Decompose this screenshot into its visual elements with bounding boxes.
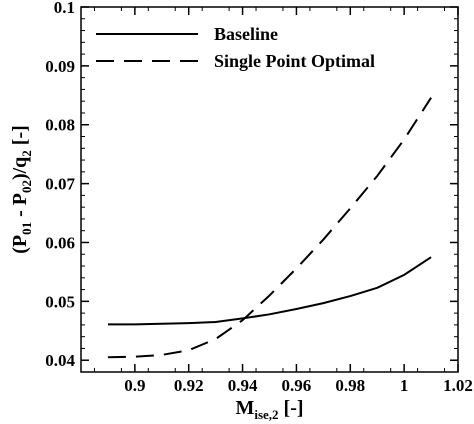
- y-tick-label: 0.07: [45, 175, 75, 194]
- y-tick-label: 0.08: [45, 116, 75, 135]
- x-tick-label: 0.92: [174, 376, 204, 395]
- x-axis-title: Mise,2 [-]: [235, 397, 303, 422]
- x-tick-label: 0.94: [228, 376, 258, 395]
- y-tick-label: 0.09: [45, 57, 75, 76]
- y-tick-label: 0.04: [45, 351, 75, 370]
- legend: Baseline Single Point Optimal: [96, 24, 375, 71]
- x-tick-label: 0.98: [335, 376, 365, 395]
- plot-border: [80, 6, 459, 373]
- legend-label: Baseline: [214, 24, 278, 44]
- plot-frame: [80, 6, 459, 373]
- x-tick-label: 1: [400, 376, 409, 395]
- y-axis-title: (P01 - P02)/q2 [-]: [9, 125, 34, 254]
- x-tick-label: 0.9: [124, 376, 145, 395]
- y-tick-label: 0.05: [45, 292, 75, 311]
- series-line-single-point-optimal: [107, 97, 432, 359]
- y-tick-label: 0.1: [54, 0, 75, 17]
- x-tick-label: 0.96: [282, 376, 312, 395]
- series-line-baseline: [107, 256, 432, 326]
- series-layer: [107, 97, 432, 359]
- legend-label: Single Point Optimal: [214, 51, 375, 71]
- x-axis: 0.9 0.92 0.94 0.96 0.98 1 1.02: [93, 7, 473, 395]
- y-tick-label: 0.06: [45, 233, 75, 252]
- y-axis: 0.04 0.05 0.06 0.07 0.08 0.09 0.1: [45, 0, 458, 370]
- x-tick-label: 1.02: [443, 376, 473, 395]
